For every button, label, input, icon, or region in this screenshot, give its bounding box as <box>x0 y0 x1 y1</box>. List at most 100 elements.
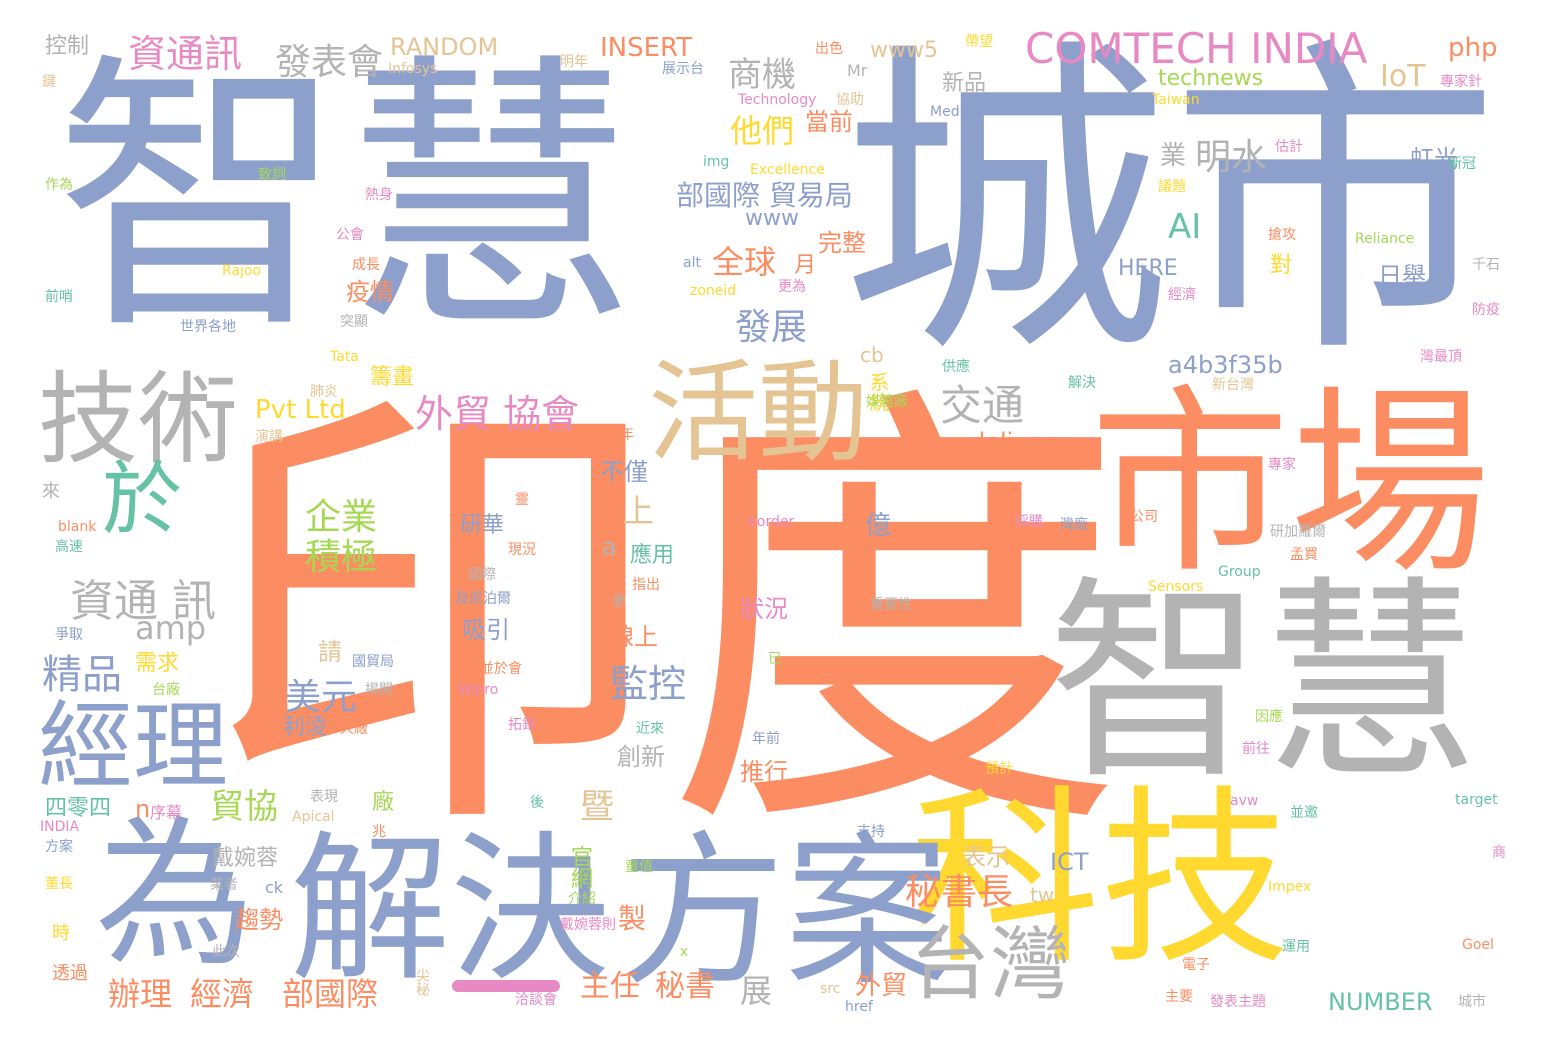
word-ling: 靈 <box>515 492 529 508</box>
word-qing: 請 <box>318 638 342 666</box>
word-lai: 來 <box>42 481 60 502</box>
word-yu: 於 <box>102 453 182 546</box>
word-chengshi-small: 城市 <box>1458 994 1486 1010</box>
word-biaoshi: 表示 <box>962 843 1010 871</box>
word-xuqiu: 需求 <box>135 651 180 676</box>
word-border: border <box>748 514 795 530</box>
word-wanchang: 灣廠 <box>1060 517 1088 533</box>
word-jingli: 經理 <box>38 692 229 802</box>
word-jiejue: 解決 <box>290 816 611 1003</box>
word-zhan: 展 <box>740 972 773 1010</box>
word-jiaotong: 交通 <box>940 381 1025 430</box>
word-xiankuang: 現況 <box>508 542 536 558</box>
word-reliance: Reliance <box>1355 231 1415 247</box>
word-tongzhi: 童值 <box>625 859 653 875</box>
word-meiyuan: 美元 <box>285 677 358 718</box>
word-daiwang: 帶望 <box>965 34 993 50</box>
word-excellence: Excellence <box>750 162 825 178</box>
word-gongying: 供應 <box>942 359 970 375</box>
word-tata: Tata <box>330 349 359 365</box>
word-delivery: delivery <box>970 428 1067 456</box>
word-chouhua: 籌畫 <box>370 365 415 390</box>
word-cici: 此次 <box>212 944 240 960</box>
word-xitong: 系統 <box>866 372 890 412</box>
word-zuowei: 作為 <box>45 177 73 193</box>
word-yiqing: 疫情 <box>346 278 394 306</box>
word-qiatanhui: 洽談會 <box>515 992 557 1008</box>
word-bingyuhui: 並於會 <box>480 661 522 677</box>
word-zhuangkuang: 狀況 <box>740 595 788 623</box>
word-wei: 為 <box>95 801 256 988</box>
word-touguo: 透過 <box>52 963 88 984</box>
word-ye: 業 <box>1160 141 1187 171</box>
word-technology: Technology <box>738 92 817 108</box>
word-mishu: 秘書 <box>655 969 715 1004</box>
word-silingsi: 四零四 <box>45 796 112 821</box>
word-fazhan: 發展 <box>735 307 808 348</box>
word-quanqiu: 全球 <box>712 243 777 281</box>
word-bingyao: 並邀 <box>1290 805 1318 821</box>
word-zhichi: 支持 <box>857 824 885 840</box>
word-yezhe: 業者 <box>210 877 238 893</box>
word-a: a <box>602 533 617 561</box>
word-dianzi: 電子 <box>1182 957 1210 973</box>
word-buguoji-maoyiju: 部國際 貿易局 <box>676 179 853 212</box>
word-fabiaozhuti: 發表主題 <box>1210 994 1266 1010</box>
word-yunyong: 運用 <box>1282 939 1310 955</box>
word-www5: www5 <box>870 38 938 63</box>
word-chengshi: 城市 <box>840 13 1500 397</box>
word-href: href <box>845 999 873 1015</box>
word-dachang: 大廠 <box>340 721 368 737</box>
word-xianshang: 線上 <box>610 623 658 651</box>
word-taiwan-en: Taiwan <box>1152 92 1200 108</box>
word-alt: alt <box>683 255 701 271</box>
word-mingnian: 明年 <box>560 54 588 70</box>
word-bujin: 不僅 <box>600 458 648 486</box>
word-blank: blank <box>58 519 97 535</box>
word-guanwang: 官網 <box>567 845 592 889</box>
word-jishu: 技術 <box>38 361 238 478</box>
word-india: INDIA <box>40 819 80 835</box>
word-jian: 鍵 <box>42 74 56 90</box>
word-goel: Goel <box>1462 937 1494 953</box>
word-n: n <box>135 795 151 823</box>
pink-dash-mark <box>452 980 560 992</box>
word-zoneid: zoneid <box>690 283 737 299</box>
word-jianmi: 尖秘 <box>414 968 430 996</box>
word-yuji: 預計 <box>985 761 1013 777</box>
word-yue: 月 <box>794 253 817 278</box>
word-img: img <box>703 154 730 170</box>
word-guomaoju: 國貿局 <box>352 654 394 670</box>
word-mengmai: 孟買 <box>1290 547 1318 563</box>
word-zhengqu: 爭取 <box>55 627 83 643</box>
word-waimao: 外貿 <box>855 971 908 1001</box>
word-hou: 後 <box>530 795 544 811</box>
word-zhao: 兆 <box>372 824 386 840</box>
word-rajoo: Rajoo <box>222 263 262 279</box>
word-dui: 對 <box>1270 253 1293 278</box>
word-zhongyaoxing: 重要性 <box>870 597 912 613</box>
word-ji: 暨 <box>580 787 614 827</box>
word-yingyong: 應用 <box>630 543 675 568</box>
word-kongzhi: 控制 <box>45 34 90 59</box>
word-huodong: 活動 <box>648 349 868 477</box>
word-medical: Medical <box>930 104 984 120</box>
word-hongguang: 虹光 <box>1410 145 1458 173</box>
word-php: php <box>1448 33 1498 63</box>
word-jieshao: 介紹 <box>568 891 596 907</box>
word-shichang: 市場 <box>1090 368 1491 601</box>
word-jiekai: 揭開 <box>365 682 393 698</box>
word-biaoxian: 表現 <box>310 789 338 805</box>
word-chengzhang: 成長 <box>352 257 380 273</box>
word-xinguan: 新冠 <box>1448 156 1476 172</box>
word-gonghui: 公會 <box>336 227 364 243</box>
word-random: RANDOM <box>390 33 499 61</box>
word-ai: AI <box>1168 207 1202 247</box>
word-waimao-xiehui: 外貿 協會 <box>415 392 580 436</box>
word-caigou: 採購 <box>1015 514 1043 530</box>
word-banli: 辦理 <box>108 975 173 1013</box>
word-jinibo: 及尼泊爾 <box>455 591 511 607</box>
word-mishuzhang: 秘書長 <box>905 872 1014 913</box>
word-impex: Impex <box>1268 879 1312 895</box>
word-nian: 年 <box>620 427 634 443</box>
